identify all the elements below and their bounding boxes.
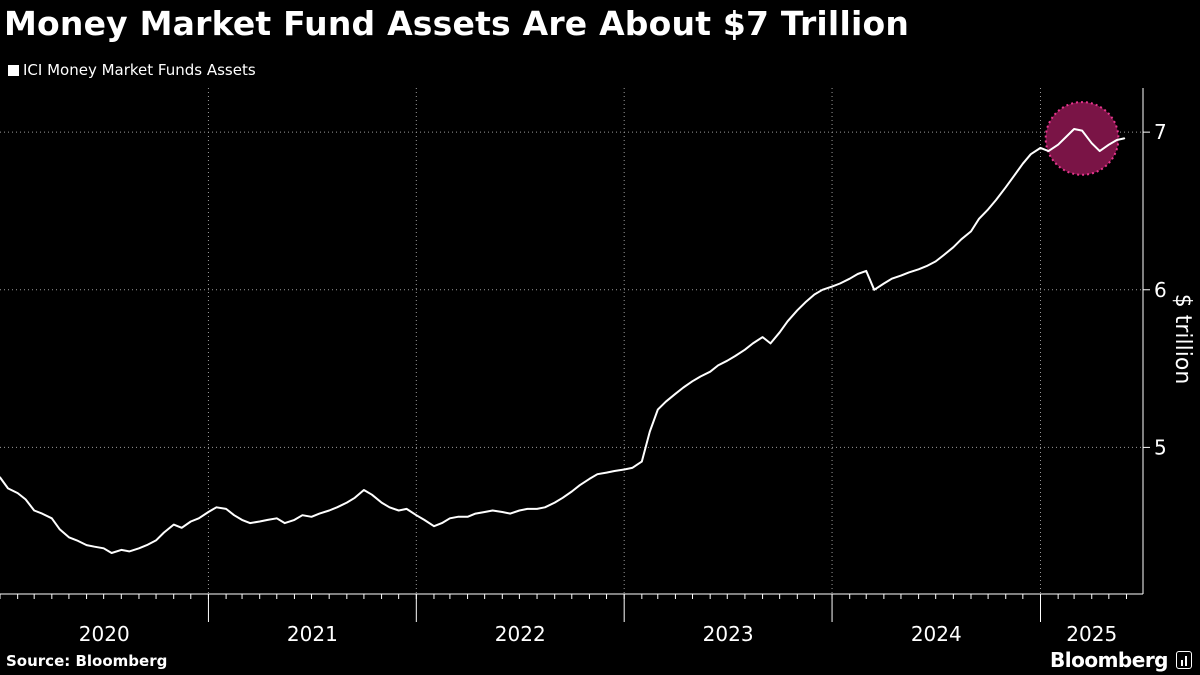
axes — [0, 88, 1150, 622]
legend-swatch — [8, 64, 19, 76]
chart-title: Money Market Fund Assets Are About $7 Tr… — [4, 4, 910, 43]
x-year-label: 2023 — [703, 622, 754, 646]
series-layer — [0, 128, 1126, 554]
bar-chart-icon — [1176, 651, 1192, 669]
x-year-label: 2025 — [1066, 622, 1117, 646]
x-year-label: 2021 — [287, 622, 338, 646]
tick-labels: 5 6 7 2020 2021 2022 2023 2024 2025 $ trillion — [79, 120, 1195, 646]
source-note: Source: Bloomberg — [6, 652, 168, 670]
grid-lines — [0, 88, 1143, 594]
highlight-layer — [1044, 101, 1120, 176]
highlight-circle — [1044, 101, 1120, 176]
brand-name: Bloomberg — [1050, 648, 1168, 672]
series-line — [0, 128, 1126, 554]
y-axis-title: $ trillion — [1170, 294, 1195, 385]
x-year-label: 2024 — [911, 622, 962, 646]
y-tick-label: 5 — [1154, 435, 1167, 459]
brand-logo: Bloomberg — [1050, 648, 1192, 672]
legend: ICI Money Market Funds Assets — [8, 61, 256, 79]
y-tick-label: 6 — [1154, 278, 1167, 302]
x-year-label: 2022 — [495, 622, 546, 646]
x-year-label: 2020 — [79, 622, 130, 646]
legend-label: ICI Money Market Funds Assets — [23, 61, 256, 79]
y-tick-label: 7 — [1154, 120, 1167, 144]
